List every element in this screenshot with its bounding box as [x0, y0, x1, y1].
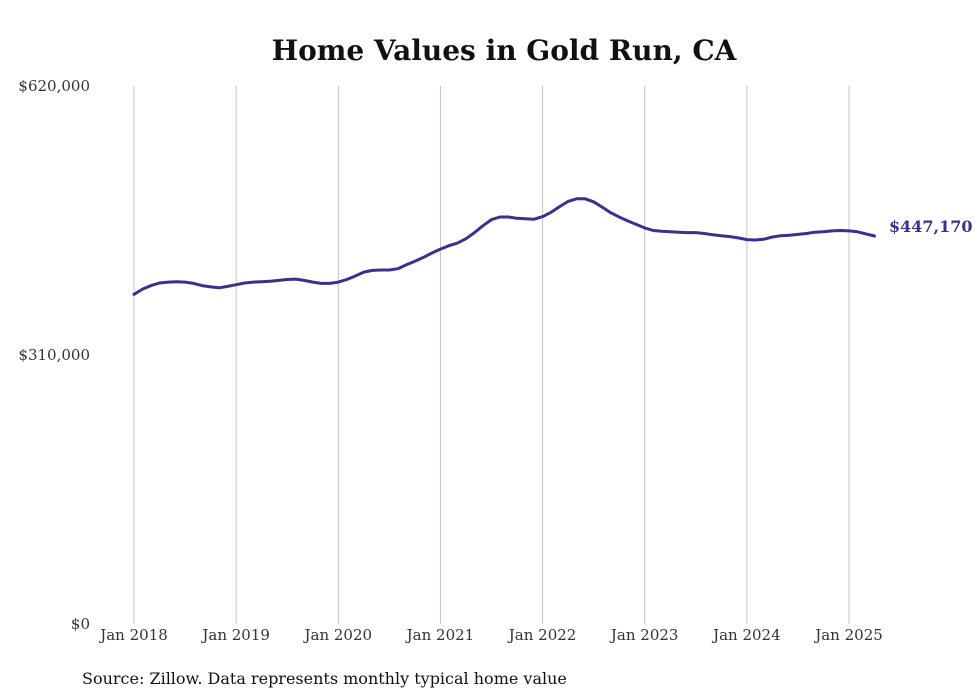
y-tick-label: $310,000: [18, 346, 90, 364]
y-tick-label: $0: [71, 615, 90, 633]
x-tick-label: Jan 2019: [200, 626, 270, 644]
x-tick-label: Jan 2024: [711, 626, 781, 644]
series-line-home-value: [132, 197, 876, 296]
chart-title: Home Values in Gold Run, CA: [272, 34, 738, 67]
x-tick-label: Jan 2022: [507, 626, 577, 644]
y-tick-label: $620,000: [18, 77, 90, 95]
source-note: Source: Zillow. Data represents monthly …: [82, 669, 567, 688]
x-axis-ticks: Jan 2018 Jan 2019 Jan 2020 Jan 2021 Jan 2022…: [98, 626, 883, 644]
x-tick-label: Jan 2025: [813, 626, 883, 644]
grid-lines: [133, 86, 850, 624]
x-tick-label: Jan 2018: [98, 626, 168, 644]
x-tick-label: Jan 2023: [609, 626, 679, 644]
end-value-label: $447,170: [889, 217, 973, 236]
y-axis-ticks: $620,000 $310,000 $0: [18, 77, 90, 633]
x-tick-label: Jan 2020: [303, 626, 373, 644]
x-tick-label: Jan 2021: [405, 626, 475, 644]
